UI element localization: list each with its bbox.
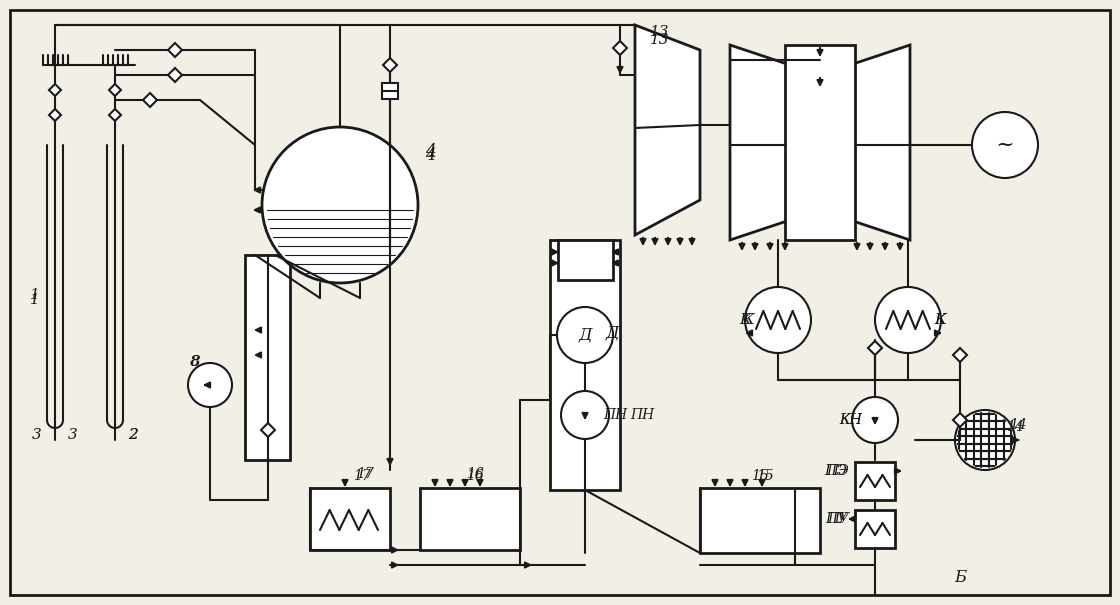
Text: 8: 8 <box>192 355 200 369</box>
Text: 13: 13 <box>651 33 670 47</box>
Circle shape <box>972 112 1038 178</box>
Polygon shape <box>953 348 967 362</box>
Text: ~: ~ <box>996 134 1015 156</box>
Text: ПН: ПН <box>629 408 654 422</box>
Text: 14: 14 <box>1009 418 1027 432</box>
Text: 16: 16 <box>466 467 484 481</box>
Text: 1: 1 <box>30 293 40 307</box>
Text: КН: КН <box>840 413 862 427</box>
Text: К: К <box>739 313 750 327</box>
Polygon shape <box>168 68 181 82</box>
Polygon shape <box>820 45 909 240</box>
Text: К: К <box>934 313 946 327</box>
Bar <box>550 240 620 490</box>
Text: 4: 4 <box>424 143 436 160</box>
Polygon shape <box>730 45 820 240</box>
Text: ПУ: ПУ <box>825 512 847 526</box>
Text: К: К <box>743 313 754 327</box>
Polygon shape <box>383 58 396 72</box>
Bar <box>855 462 895 500</box>
Text: 13: 13 <box>651 25 670 39</box>
Bar <box>785 45 855 240</box>
Text: ПУ: ПУ <box>827 512 849 526</box>
Circle shape <box>852 397 898 443</box>
Polygon shape <box>613 41 627 55</box>
Circle shape <box>745 287 811 353</box>
Text: Б: Б <box>954 569 967 586</box>
Polygon shape <box>143 93 157 107</box>
Circle shape <box>262 127 418 283</box>
Text: 14: 14 <box>1006 420 1024 434</box>
Circle shape <box>188 363 232 407</box>
Text: ПЭ: ПЭ <box>827 464 849 478</box>
Circle shape <box>955 410 1015 470</box>
Text: 15: 15 <box>756 469 774 483</box>
Polygon shape <box>261 423 276 437</box>
Text: КН: КН <box>840 413 862 427</box>
Text: Д: Д <box>605 324 618 341</box>
Circle shape <box>561 391 609 439</box>
Text: 4: 4 <box>424 146 436 163</box>
Polygon shape <box>635 25 700 235</box>
Polygon shape <box>168 43 181 57</box>
Text: ПН: ПН <box>603 408 627 422</box>
Polygon shape <box>953 413 967 427</box>
Text: 2: 2 <box>128 428 138 442</box>
Polygon shape <box>109 109 121 121</box>
Text: К: К <box>934 313 946 327</box>
Polygon shape <box>49 109 60 121</box>
Bar <box>310 488 390 550</box>
Bar <box>420 488 520 550</box>
Text: 3: 3 <box>32 428 41 442</box>
Text: 16: 16 <box>466 469 484 483</box>
Circle shape <box>557 307 613 363</box>
Bar <box>855 510 895 548</box>
Text: 17: 17 <box>356 467 374 481</box>
Bar <box>558 240 613 280</box>
Bar <box>382 83 398 99</box>
Text: Д: Д <box>578 327 591 344</box>
Text: ПЭ: ПЭ <box>824 464 848 478</box>
Text: 3: 3 <box>68 428 78 442</box>
Polygon shape <box>109 84 121 96</box>
Bar <box>245 255 290 460</box>
Text: 8: 8 <box>190 355 199 369</box>
Bar <box>700 488 820 553</box>
Text: 15: 15 <box>752 469 768 483</box>
Text: 17: 17 <box>353 469 371 483</box>
Text: 2: 2 <box>128 428 138 442</box>
Circle shape <box>875 287 941 353</box>
Text: 1: 1 <box>30 288 40 302</box>
Polygon shape <box>49 84 60 96</box>
Polygon shape <box>868 341 883 355</box>
